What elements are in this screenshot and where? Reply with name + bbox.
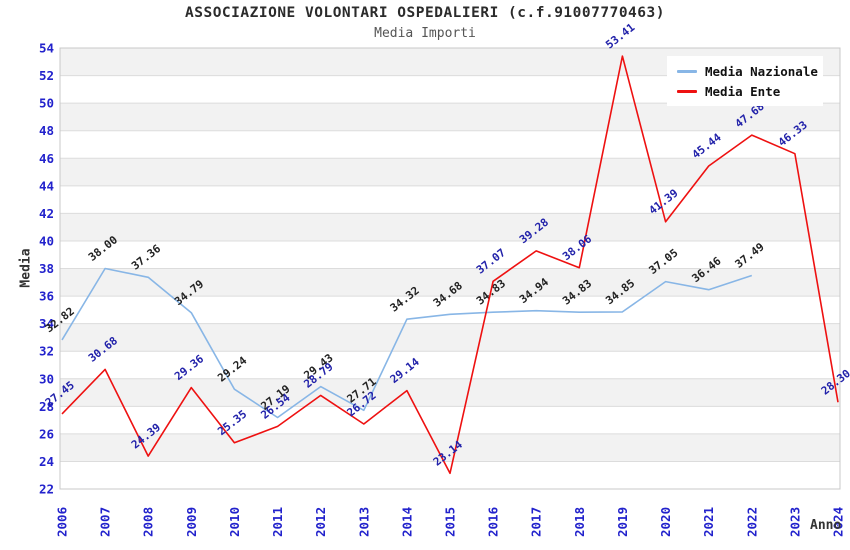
x-tick-labels: 2006 2007 2008 2009 2010 2011 2012 2013 2014 2015… [55, 507, 846, 537]
x-tick-label: 2018 [572, 507, 587, 537]
x-tick-label: 2024 [831, 507, 846, 537]
chart-subtitle: Media Importi [374, 26, 476, 41]
gridlines [60, 47, 840, 490]
y-tick-labels: 22 24 26 28 30 32 34 36 38 40 42 44 46 48 50 52 54 [39, 41, 54, 497]
x-tick-label: 2007 [98, 507, 113, 537]
legend-swatch-media-nazionale [677, 69, 697, 73]
grid-band [60, 213, 840, 241]
y-tick-label: 24 [39, 454, 54, 469]
y-tick-label: 44 [39, 178, 54, 193]
series-line-media-ente [61, 55, 839, 475]
y-tick-label: 42 [39, 206, 54, 221]
x-axis-title: Anno [810, 518, 842, 533]
y-axis-title: Media [18, 248, 34, 288]
grid-band [60, 268, 840, 297]
x-tick-label: 2012 [313, 507, 328, 537]
y-tick-label: 52 [39, 68, 54, 83]
x-tick-label: 2008 [141, 507, 156, 537]
grid-band [60, 433, 840, 462]
legend: Media Nazionale Media Ente [667, 56, 823, 106]
y-tick-label: 48 [39, 123, 54, 138]
y-tick-label: 30 [39, 371, 54, 386]
x-tick-label: 2011 [270, 507, 285, 537]
y-tick-label: 54 [39, 41, 54, 56]
plot-border [59, 47, 841, 490]
legend-item-media-ente: Media Ente [677, 81, 823, 101]
legend-item-media-nazionale: Media Nazionale [677, 61, 823, 81]
y-tick-label: 46 [39, 151, 54, 166]
grid-band [60, 323, 840, 352]
series-line-media-nazionale [61, 267, 753, 419]
x-tick-label: 2010 [227, 507, 242, 537]
y-tick-label: 50 [39, 96, 54, 111]
x-tick-label: 2013 [356, 507, 371, 537]
y-tick-label: 28 [39, 399, 54, 414]
legend-label-media-nazionale: Media Nazionale [705, 63, 818, 79]
x-tick-label: 2022 [744, 507, 759, 537]
y-tick-label: 34 [39, 316, 54, 331]
x-tick-label: 2019 [615, 507, 630, 537]
x-tick-label: 2015 [443, 507, 458, 537]
x-tick-label: 2014 [399, 507, 414, 537]
grid-band [60, 378, 840, 407]
legend-swatch-media-ente [677, 89, 697, 93]
x-tick-label: 2009 [184, 507, 199, 537]
y-tick-label: 38 [39, 261, 54, 276]
y-tick-label: 26 [39, 426, 54, 441]
y-tick-label: 36 [39, 289, 54, 304]
y-tick-label: 40 [39, 233, 54, 248]
chart-title: ASSOCIAZIONE VOLONTARI OSPEDALIERI (c.f.… [185, 5, 665, 21]
x-tick-label: 2016 [486, 507, 501, 537]
y-tick-label: 22 [39, 482, 54, 497]
x-tick-label: 2021 [701, 507, 716, 537]
legend-label-media-ente: Media Ente [705, 83, 781, 99]
x-tick-label: 2017 [529, 507, 544, 537]
x-tick-label: 2020 [658, 507, 673, 537]
x-tick-label: 2006 [55, 507, 70, 537]
y-tick-label: 32 [39, 344, 54, 359]
grid-band [60, 158, 840, 186]
x-tick-label: 2023 [787, 507, 802, 537]
grid-band [60, 103, 840, 131]
